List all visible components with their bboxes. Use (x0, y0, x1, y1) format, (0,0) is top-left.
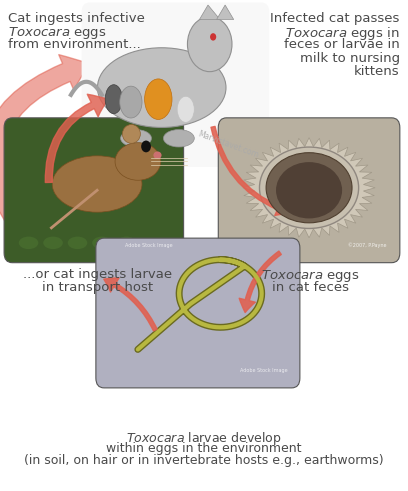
Ellipse shape (19, 237, 38, 249)
Polygon shape (200, 5, 220, 20)
FancyBboxPatch shape (218, 118, 400, 263)
FancyArrowPatch shape (211, 126, 290, 216)
Ellipse shape (121, 130, 151, 147)
Text: Marvistavet.com: Marvistavet.com (197, 130, 260, 160)
Ellipse shape (259, 147, 359, 228)
FancyArrowPatch shape (0, 55, 90, 251)
Text: milk to nursing: milk to nursing (300, 52, 400, 65)
Ellipse shape (276, 162, 342, 218)
Ellipse shape (117, 237, 136, 249)
Text: kittens: kittens (354, 65, 400, 78)
FancyBboxPatch shape (96, 238, 300, 388)
Polygon shape (243, 137, 375, 238)
Text: feces or larvae in: feces or larvae in (284, 38, 400, 52)
Text: Cat ingests infective: Cat ingests infective (8, 12, 145, 25)
Ellipse shape (92, 237, 112, 249)
FancyArrowPatch shape (239, 251, 282, 313)
Ellipse shape (105, 84, 122, 114)
FancyArrowPatch shape (104, 278, 157, 331)
Text: $\bf{\mathit{Toxocara}}$ eggs: $\bf{\mathit{Toxocara}}$ eggs (261, 268, 359, 284)
Text: Adobe Stock Image: Adobe Stock Image (240, 368, 288, 373)
Circle shape (141, 140, 151, 152)
Text: in cat feces: in cat feces (272, 281, 348, 294)
Polygon shape (217, 5, 234, 20)
Ellipse shape (153, 151, 162, 159)
Text: $\bf{\mathit{Toxocara}}$ eggs in: $\bf{\mathit{Toxocara}}$ eggs in (285, 26, 400, 42)
Text: ©2007, P.Payne: ©2007, P.Payne (348, 242, 387, 248)
FancyArrowPatch shape (45, 94, 108, 183)
Text: Adobe Stock Image: Adobe Stock Image (124, 243, 172, 248)
FancyBboxPatch shape (4, 118, 184, 263)
Ellipse shape (164, 130, 194, 147)
Text: $\bf{\mathit{Toxocara}}$ larvae develop: $\bf{\mathit{Toxocara}}$ larvae develop (126, 430, 282, 447)
Ellipse shape (266, 153, 352, 223)
Ellipse shape (122, 125, 140, 143)
Ellipse shape (144, 79, 172, 119)
Text: Infected cat passes: Infected cat passes (271, 12, 400, 25)
Ellipse shape (98, 48, 226, 128)
Text: ...or cat ingests larvae: ...or cat ingests larvae (23, 268, 173, 280)
Text: from environment...: from environment... (8, 38, 141, 52)
Ellipse shape (52, 156, 142, 212)
Text: in transport host: in transport host (42, 281, 153, 294)
Ellipse shape (177, 96, 194, 122)
Ellipse shape (120, 86, 142, 118)
Text: (in soil, on hair or in invertebrate hosts e.g., earthworms): (in soil, on hair or in invertebrate hos… (24, 455, 384, 467)
Text: within eggs in the environment: within eggs in the environment (106, 442, 302, 455)
Ellipse shape (68, 237, 87, 249)
Ellipse shape (43, 237, 63, 249)
Ellipse shape (115, 143, 161, 180)
Circle shape (210, 33, 216, 41)
Ellipse shape (187, 17, 232, 72)
Text: $\bf{\mathit{Toxocara}}$ eggs: $\bf{\mathit{Toxocara}}$ eggs (8, 26, 107, 41)
FancyBboxPatch shape (82, 2, 269, 167)
